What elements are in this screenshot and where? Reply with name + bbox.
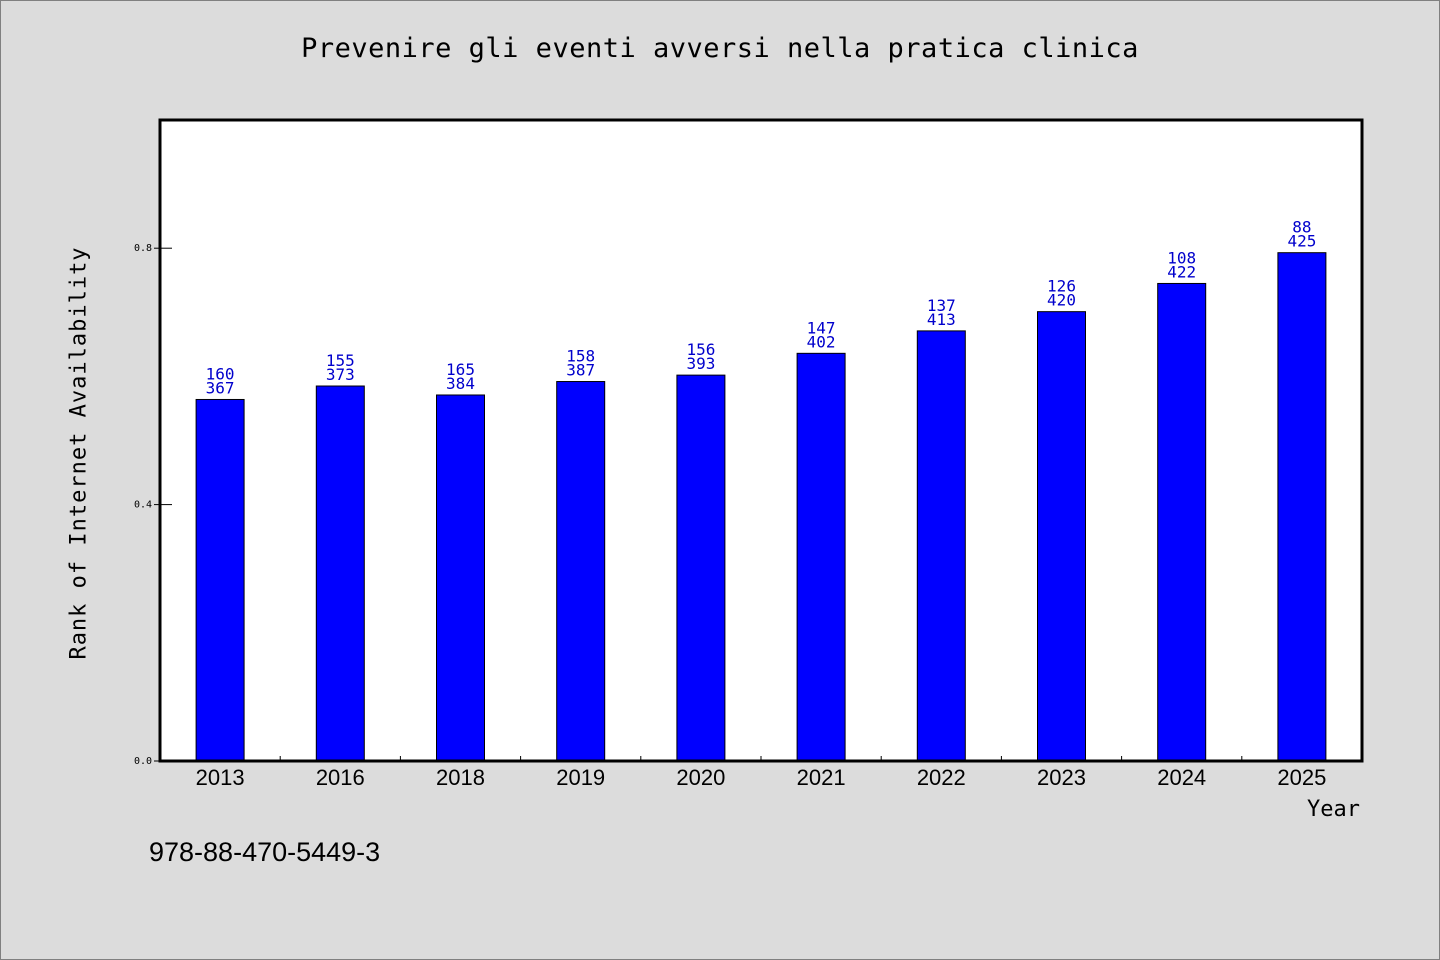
x-tick-label: 2016	[316, 765, 365, 790]
bar-label-bottom: 425	[1287, 232, 1316, 251]
x-axis-label: Year	[1307, 797, 1360, 822]
bar-label-bottom: 373	[326, 365, 355, 384]
bar-label-top: 108	[1167, 248, 1196, 267]
bar-label-top: 147	[807, 318, 836, 337]
x-tick-label: 2020	[676, 765, 725, 790]
y-tick-label: 0.8	[134, 243, 152, 254]
bar-label-bottom: 402	[807, 332, 836, 351]
x-tick-label: 2013	[196, 765, 245, 790]
bar-label-bottom: 420	[1047, 291, 1076, 310]
bar	[195, 398, 245, 762]
bar-label-top: 126	[1047, 277, 1076, 296]
bar	[1037, 311, 1086, 762]
bar-label-top: 137	[927, 296, 956, 315]
x-tick-label: 2025	[1277, 765, 1326, 790]
bar	[556, 381, 606, 762]
bar	[796, 352, 846, 762]
bar-label-top: 156	[686, 340, 715, 359]
x-tick-label: 2019	[556, 765, 605, 790]
bar	[315, 385, 365, 762]
x-tick-label: 2024	[1157, 765, 1206, 790]
plot-frame	[158, 118, 1364, 763]
x-tick-label: 2021	[797, 765, 846, 790]
bar	[1157, 282, 1207, 762]
bar-label-bottom: 413	[927, 310, 956, 329]
bar-label-bottom: 387	[566, 361, 595, 380]
bar	[436, 394, 485, 762]
bar-label-top: 155	[326, 351, 355, 370]
bar	[676, 374, 726, 762]
x-tick-label: 2018	[436, 765, 485, 790]
bar-label-bottom: 393	[686, 354, 715, 373]
bar	[1277, 252, 1327, 762]
bar-label-top: 165	[446, 360, 475, 379]
bar-label-bottom: 384	[446, 374, 475, 393]
x-tick-label: 2023	[1037, 765, 1086, 790]
bar-label-top: 88	[1292, 218, 1311, 237]
bar	[916, 330, 966, 762]
bar-label-top: 158	[566, 347, 595, 366]
x-tick-label: 2022	[917, 765, 966, 790]
bar-label-bottom: 422	[1167, 262, 1196, 281]
chart-title: Prevenire gli eventi avversi nella prati…	[301, 33, 1139, 64]
y-tick-label: 0.4	[134, 500, 152, 511]
bar-label-bottom: 367	[206, 378, 235, 397]
isbn-footnote: 978-88-470-5449-3	[149, 837, 381, 867]
y-tick-label: 0.0	[134, 756, 152, 767]
bar-label-top: 160	[206, 364, 235, 383]
